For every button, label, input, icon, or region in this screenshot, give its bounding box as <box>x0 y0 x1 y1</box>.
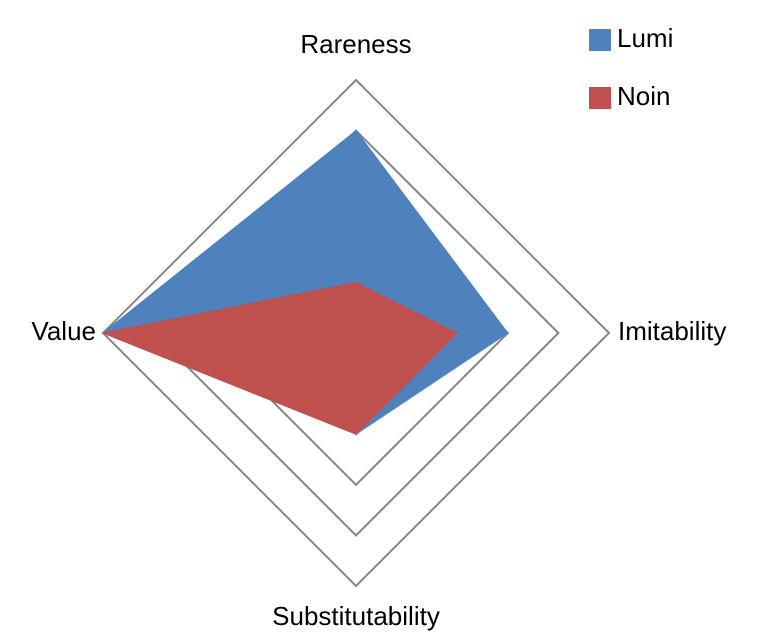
grid-ring <box>101 78 611 588</box>
legend-label: Noin <box>617 81 670 111</box>
legend-swatch <box>589 87 611 109</box>
axis-label: Substitutability <box>272 601 440 631</box>
legend-swatch <box>589 29 611 51</box>
series-area <box>101 281 459 435</box>
legend-label: Lumi <box>617 23 673 53</box>
axis-label: Value <box>31 316 96 346</box>
axis-label: Rareness <box>300 29 411 59</box>
axis-label: Imitability <box>618 316 726 346</box>
